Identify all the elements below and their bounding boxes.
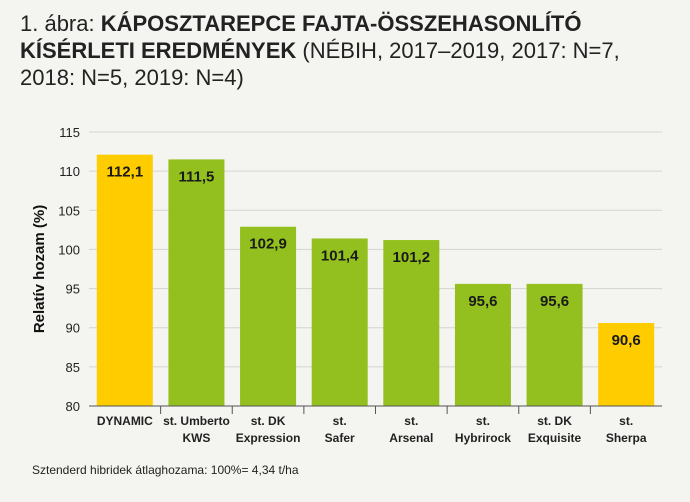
bar xyxy=(96,154,153,406)
y-tick-label: 85 xyxy=(66,360,80,375)
bar xyxy=(311,238,368,406)
bar xyxy=(240,226,297,406)
x-tick-label: Hybrirock xyxy=(455,431,511,445)
x-tick-label: st. DK xyxy=(251,414,286,428)
x-tick-label: st. xyxy=(333,414,347,428)
bar-value-label: 95,6 xyxy=(468,293,497,310)
y-tick-label: 110 xyxy=(59,164,80,179)
y-tick-label: 115 xyxy=(59,125,80,140)
bar-value-label: 101,4 xyxy=(321,247,359,264)
y-tick-label: 80 xyxy=(66,399,80,414)
chart-title: 1. ábra: KÁPOSZTAREPCE FAJTA-ÖSSZEHASONL… xyxy=(20,10,670,91)
bar-value-label: 95,6 xyxy=(540,293,569,310)
y-tick-label: 90 xyxy=(66,321,80,336)
y-axis-label: Relatív hozam (%) xyxy=(31,205,48,333)
title-details: (NÉBIH, 2017–2019, 2017: N=7, 2018: N=5,… xyxy=(20,38,620,90)
x-tick-label: st. xyxy=(476,414,490,428)
bar xyxy=(454,283,511,406)
bar-value-label: 90,6 xyxy=(612,332,641,349)
x-tick-label: Expression xyxy=(236,431,301,445)
bar-value-label: 102,9 xyxy=(249,236,287,253)
bar-value-label: 112,1 xyxy=(106,164,143,181)
y-tick-label: 100 xyxy=(58,242,80,257)
bar xyxy=(526,283,583,406)
x-tick-label: Safer xyxy=(325,431,355,445)
x-tick-label: Arsenal xyxy=(389,431,433,445)
x-tick-label: st. xyxy=(404,414,418,428)
x-tick-label: st. xyxy=(619,414,633,428)
bar xyxy=(168,159,225,406)
x-tick-label: Exquisite xyxy=(528,431,582,445)
footnote: Sztenderd hibridek átlaghozama: 100%= 4,… xyxy=(32,463,299,477)
bar-value-label: 101,2 xyxy=(393,249,431,266)
bar xyxy=(598,323,655,406)
x-tick-label: KWS xyxy=(182,431,210,445)
bar xyxy=(383,240,440,406)
title-lead: 1. ábra: xyxy=(20,11,101,36)
y-tick-label: 105 xyxy=(58,203,80,218)
title-main: KÁPOSZTAREPCE FAJTA-ÖSSZEHASONLÍTÓ KÍSÉR… xyxy=(20,11,582,63)
x-tick-label: Sherpa xyxy=(606,431,647,445)
y-tick-label: 95 xyxy=(66,282,80,297)
x-tick-label: st. DK xyxy=(537,414,572,428)
x-tick-label: DYNAMIC xyxy=(97,414,153,428)
bar-chart: 80 85 90 95 100 105 110 115 Relatív hozam (%) 112… xyxy=(31,125,662,445)
bar-value-label: 111,5 xyxy=(178,168,214,185)
x-tick-label: st. Umberto xyxy=(163,414,230,428)
